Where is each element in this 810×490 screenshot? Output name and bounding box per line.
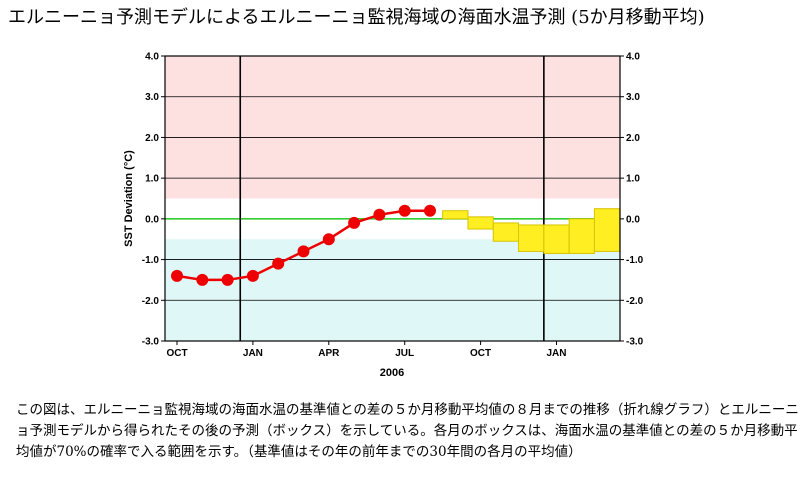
y-tick-label-right: -3.0: [626, 337, 644, 348]
x-tick-label: JUL: [395, 348, 414, 359]
x-tick-label: JAN: [546, 348, 566, 359]
x-tick-label: OCT: [470, 348, 491, 359]
x-tick-label: OCT: [166, 348, 187, 359]
y-tick-label-left: -3.0: [142, 337, 160, 348]
gridlines: [165, 56, 620, 341]
observed-point: [196, 273, 209, 286]
zones: [165, 56, 620, 341]
x-axis-label: 2006: [380, 367, 404, 379]
x-tick-label: JAN: [243, 348, 263, 359]
forecast-box: [593, 208, 621, 252]
observed-point: [398, 204, 411, 217]
y-tick-label-left: 1.0: [145, 174, 159, 185]
forecast-box: [518, 224, 545, 252]
axes: 4.0 4.0 3.0 3.0 2.0 2.0 1.0 1.0 0.0 0.0 -1.0 -1.0 -2…: [142, 52, 644, 360]
y-tick-label-left: 3.0: [145, 92, 159, 103]
y-tick-label-left: 2.0: [145, 133, 159, 144]
observed-point: [272, 257, 285, 270]
y-tick-label-right: 1.0: [626, 174, 640, 185]
forecast-box: [492, 222, 520, 242]
y-tick-label-right: 3.0: [626, 92, 640, 103]
forecast-box: [568, 218, 595, 254]
forecast-boxes: [442, 208, 621, 254]
caption: この図は、エルニーニョ監視海域の海面水温の基準値との差の５か月移動平均値の８月ま…: [16, 402, 799, 460]
la-nina-zone: [165, 239, 620, 341]
observed-series: [171, 204, 436, 286]
y-tick-label-right: -2.0: [626, 296, 644, 307]
observed-point: [221, 273, 234, 286]
observed-point: [246, 269, 259, 282]
observed-point: [171, 269, 183, 282]
y-tick-label-left: -2.0: [142, 296, 160, 307]
forecast-box: [442, 210, 469, 220]
x-tick-label: APR: [318, 348, 340, 359]
plot-frame: [164, 55, 621, 342]
y-tick-label-right: 4.0: [626, 52, 640, 63]
observed-point: [348, 216, 361, 229]
observed-point: [297, 245, 310, 258]
y-tick-label-right: 2.0: [626, 133, 640, 144]
y-tick-label-right: -1.0: [626, 255, 644, 266]
sst-chart: 4.0 4.0 3.0 3.0 2.0 2.0 1.0 1.0 0.0 0.0 -1.0 -1.0 -2…: [123, 52, 644, 380]
forecast-box: [467, 216, 494, 230]
el-nino-zone: [165, 56, 620, 199]
y-tick-label-left: -1.0: [142, 255, 160, 266]
y-tick-label-right: 0.0: [626, 214, 640, 225]
observed-point: [373, 208, 386, 221]
observed-point: [424, 204, 436, 217]
y-axis-label: SST Deviation (°C): [123, 150, 135, 247]
page-title: エルニーニョ予測モデルによるエルニーニョ監視海域の海面水温予測 (5か月移動平均…: [8, 7, 705, 28]
observed-point: [322, 233, 335, 246]
forecast-box: [543, 224, 570, 254]
y-tick-label-left: 0.0: [145, 214, 159, 225]
y-tick-label-left: 4.0: [145, 52, 159, 63]
